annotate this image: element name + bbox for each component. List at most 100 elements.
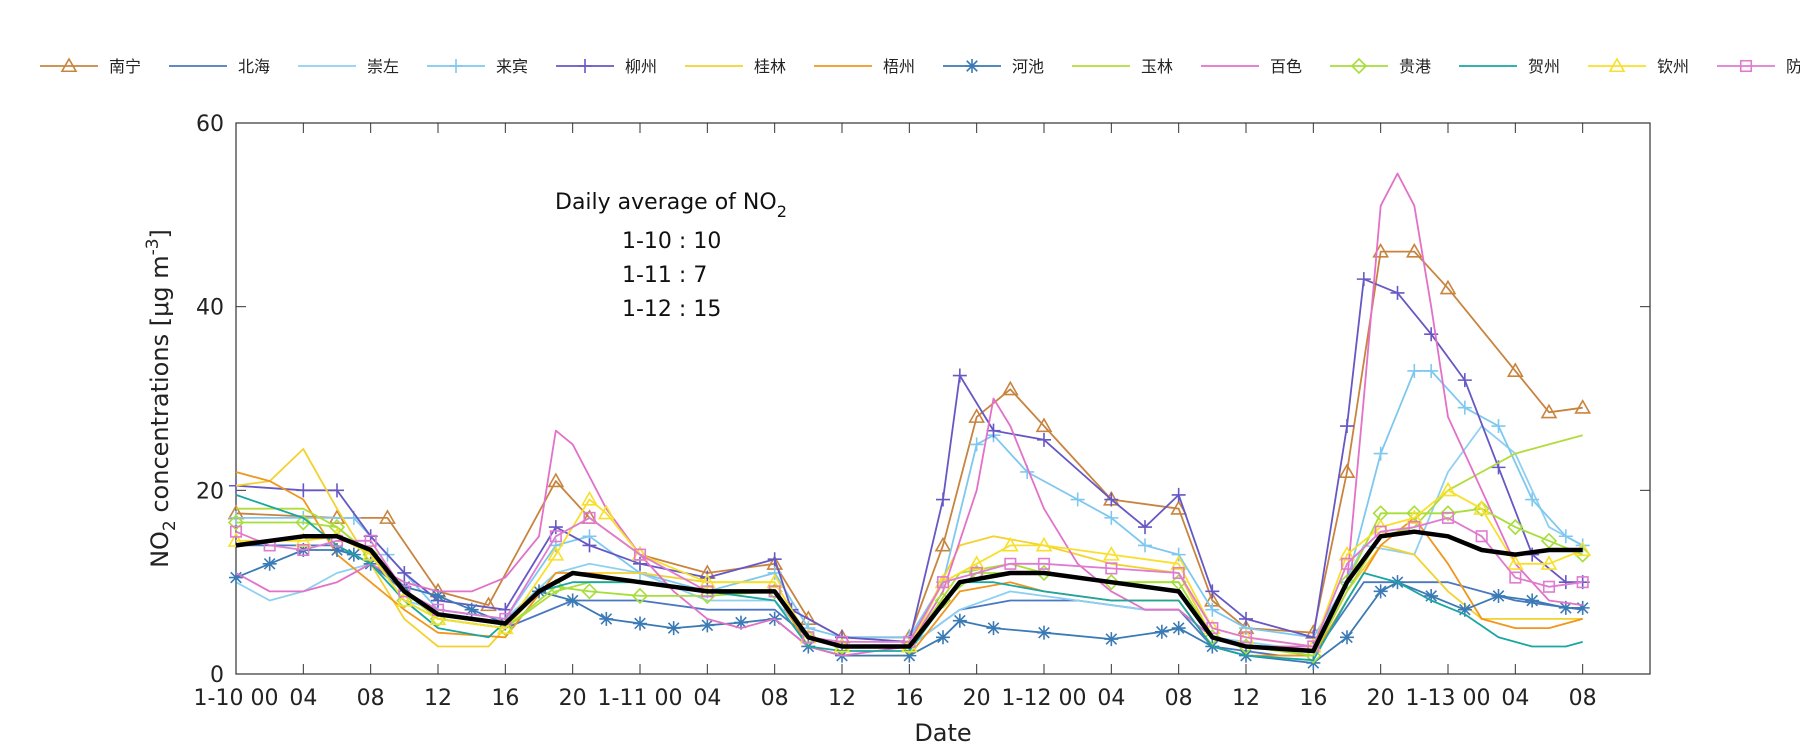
data-point (1338, 546, 1356, 561)
data-point (952, 368, 967, 383)
legend-label: 防城港 (1786, 57, 1800, 76)
legend-label: 桂林 (754, 57, 786, 76)
data-point (968, 408, 986, 423)
data-point (1104, 492, 1119, 507)
x-tick-label: 12 (828, 686, 856, 711)
legend-item: 防城港 (1717, 57, 1800, 76)
data-point (1239, 631, 1253, 644)
data-point (1239, 611, 1253, 626)
legend-label: 贺州 (1528, 57, 1560, 76)
data-point (1558, 575, 1573, 590)
legend-label: 柳州 (625, 57, 657, 76)
data-point (1540, 403, 1558, 419)
x-tick-label: 08 (1569, 686, 1597, 711)
legend-marker (1739, 59, 1753, 73)
legend-marker (1350, 57, 1368, 75)
legend-marker (60, 57, 78, 73)
plot-area (235, 122, 1651, 675)
annotation-title-subscript: 2 (777, 202, 787, 221)
data-point (700, 618, 715, 633)
data-point (1340, 557, 1354, 570)
data-point (1390, 285, 1405, 300)
legend-label: 北海 (238, 57, 270, 76)
data-point (1405, 242, 1423, 258)
data-point (1558, 529, 1573, 544)
data-point (547, 546, 565, 561)
x-tick-label: 16 (1299, 686, 1327, 711)
annotation-line: 1-10 : 10 (622, 229, 721, 254)
legend-item: 南宁 (40, 57, 141, 76)
data-point (1407, 363, 1422, 378)
data-point (936, 630, 950, 645)
data-point (936, 492, 950, 507)
data-point (1574, 399, 1592, 414)
data-point (1475, 530, 1488, 543)
x-tick-label: 20 (963, 686, 991, 711)
series-来宾 (229, 363, 1590, 645)
legend-marker (1608, 57, 1626, 73)
data-point (1154, 624, 1169, 639)
annotation-line: 1-12 : 15 (622, 297, 721, 322)
data-point (581, 490, 598, 506)
series-钦州 (227, 481, 1592, 653)
data-point (294, 532, 312, 547)
data-point (431, 588, 445, 603)
legend-marker (449, 59, 463, 73)
data-point (1439, 481, 1457, 497)
data-point (968, 555, 986, 570)
legend-item: 玉林 (1072, 57, 1173, 76)
x-tick-label: 1-11 00 (598, 686, 683, 711)
series-average (235, 529, 1583, 654)
data-point (1204, 629, 1221, 646)
daily-average-annotation: Daily average of NO2 1-10 : 10 1-11 : 7 1-1… (555, 190, 787, 322)
series-line (236, 370, 1584, 639)
data-point (583, 511, 596, 524)
x-tick-label: 1-10 00 (194, 686, 279, 711)
data-point (1070, 492, 1085, 507)
data-point (1171, 547, 1186, 562)
y-tick-label: 40 (196, 296, 224, 321)
annotation-title: Daily average of NO2 (555, 190, 787, 221)
data-point (1509, 571, 1522, 584)
data-point (597, 504, 615, 520)
data-point (1373, 584, 1388, 599)
data-point (581, 583, 598, 600)
series-line (235, 529, 1583, 654)
data-point (480, 596, 497, 612)
x-tick-label: 04 (1097, 686, 1125, 711)
data-point (1525, 593, 1540, 608)
data-point (1405, 509, 1423, 524)
data-point (936, 576, 950, 589)
series-line (235, 448, 1583, 652)
data-point (633, 548, 647, 561)
data-point (1491, 588, 1506, 603)
series-line (235, 250, 1583, 639)
series-line (235, 549, 1583, 664)
series-桂林 (235, 448, 1583, 652)
x-tick-label: 04 (289, 686, 317, 711)
y-tick-label: 20 (196, 479, 224, 504)
data-point (1102, 546, 1120, 561)
legend-label: 来宾 (496, 57, 528, 76)
axis-ticks: 1-10 00 04 08 12 16 20 1-11 00 04 08 12 16 20 1-12 0… (194, 112, 1650, 711)
data-point (429, 610, 447, 625)
data-point (398, 585, 411, 598)
data-point (1540, 555, 1558, 570)
data-point (229, 570, 243, 585)
x-axis-title: Date (914, 719, 971, 747)
legend-item: 梧州 (814, 57, 915, 76)
legend-marker (578, 59, 592, 73)
data-point (1576, 576, 1589, 589)
legend-item: 来宾 (427, 57, 528, 76)
data-point (364, 534, 377, 547)
x-tick-label: 16 (895, 686, 923, 711)
x-tick-label: 20 (559, 686, 587, 711)
legend-item: 崇左 (298, 57, 399, 76)
data-point (1004, 557, 1017, 570)
data-point (1542, 580, 1556, 593)
data-point (1035, 564, 1053, 582)
legend-item: 贵港 (1330, 57, 1431, 76)
data-point (1171, 487, 1186, 502)
data-point (766, 573, 784, 589)
legend-label: 玉林 (1141, 57, 1173, 76)
